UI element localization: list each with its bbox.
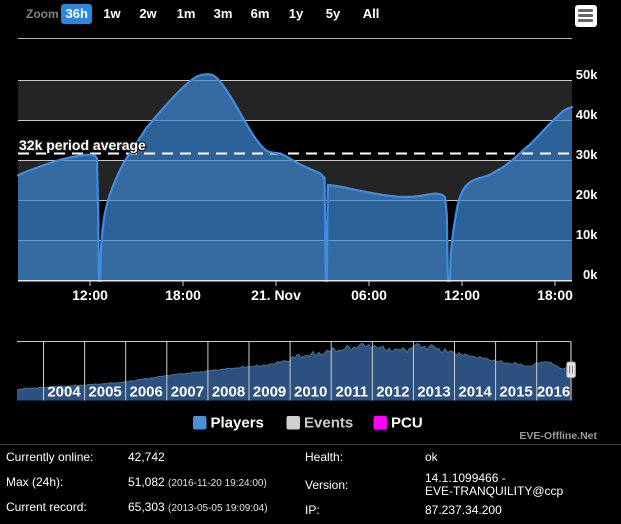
svg-text:2010: 2010 xyxy=(294,384,327,401)
svg-text:21. Nov: 21. Nov xyxy=(251,287,301,303)
svg-text:PCU: PCU xyxy=(391,415,423,432)
svg-text:Players: Players xyxy=(211,415,264,432)
svg-text:2011: 2011 xyxy=(336,384,369,401)
svg-text:EVE-Offline.Net: EVE-Offline.Net xyxy=(519,430,597,442)
svg-text:30k: 30k xyxy=(576,147,598,162)
svg-text:20k: 20k xyxy=(576,187,598,202)
svg-text:2005: 2005 xyxy=(88,384,121,401)
svg-text:18:00: 18:00 xyxy=(165,287,201,303)
svg-text:32k period average: 32k period average xyxy=(19,137,146,153)
svg-text:2004: 2004 xyxy=(47,384,81,401)
svg-text:2007: 2007 xyxy=(171,384,204,401)
svg-text:2013: 2013 xyxy=(417,384,450,401)
svg-text:2012: 2012 xyxy=(376,384,409,401)
svg-text:0k: 0k xyxy=(583,267,598,282)
svg-text:2014: 2014 xyxy=(458,384,492,401)
svg-text:12:00: 12:00 xyxy=(72,287,108,303)
svg-text:12:00: 12:00 xyxy=(444,287,480,303)
svg-text:10k: 10k xyxy=(576,227,598,242)
svg-text:2008: 2008 xyxy=(212,384,245,401)
svg-text:2009: 2009 xyxy=(253,384,286,401)
svg-text:2015: 2015 xyxy=(499,384,532,401)
svg-text:18:00: 18:00 xyxy=(537,287,573,303)
svg-text:2016: 2016 xyxy=(537,384,570,401)
svg-text:2006: 2006 xyxy=(130,384,163,401)
svg-text:Events: Events xyxy=(304,415,353,432)
svg-text:06:00: 06:00 xyxy=(351,287,387,303)
svg-text:40k: 40k xyxy=(576,107,598,122)
svg-text:50k: 50k xyxy=(576,67,598,82)
